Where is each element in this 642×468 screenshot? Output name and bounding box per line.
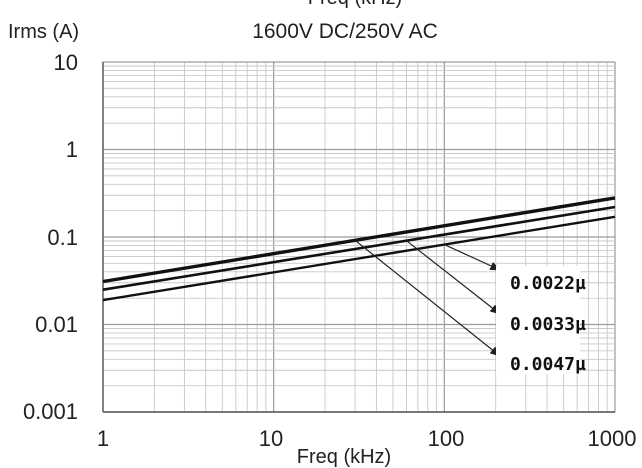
series-lines: [102, 196, 616, 302]
annotation-0.0033: 0.0033µ: [510, 314, 586, 335]
annotation-0.0047: 0.0047µ: [510, 354, 586, 375]
x-tick-label: 1: [97, 426, 109, 451]
y-tick-label: 0.01: [35, 312, 78, 337]
leader-arrow-0.0047µ: [354, 239, 501, 357]
y-tick-label: 0.1: [47, 225, 78, 250]
y-tick-label: 1: [66, 137, 78, 162]
chart-title: 1600V DC/250V AC: [252, 20, 438, 43]
annotation-box: [496, 266, 580, 374]
x-axis-label: Freq (kHz): [297, 446, 391, 468]
y-tick-label: 10: [54, 50, 78, 75]
series-line-0.0047µ: [102, 196, 616, 284]
top-axis-title: Freq (kHz): [308, 0, 402, 9]
y-tick-label: 0.001: [23, 399, 78, 424]
series-line-0.0022µ: [102, 215, 616, 302]
y-axis-label: Irms (A): [8, 21, 79, 43]
x-tick-label: 1000: [588, 426, 637, 451]
x-tick-label: 100: [428, 426, 465, 451]
series-line-0.0033µ: [102, 205, 616, 291]
x-tick-label: 10: [259, 426, 283, 451]
leader-arrow-0.0033µ: [406, 240, 501, 315]
label-leader-lines: [354, 239, 501, 357]
annotation-0.0022: 0.0022µ: [510, 273, 586, 294]
leader-arrow-0.0022µ: [444, 244, 501, 271]
